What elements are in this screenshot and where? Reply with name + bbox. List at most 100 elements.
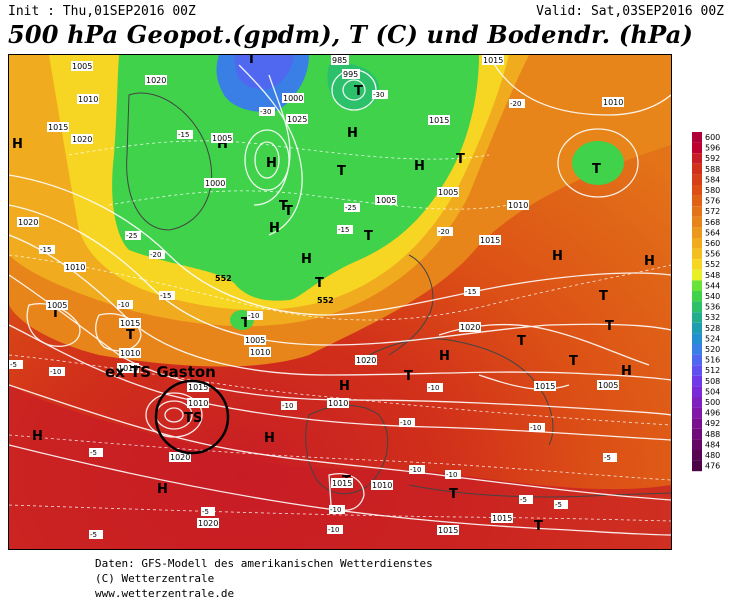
cold-pocket-north bbox=[327, 63, 380, 111]
low-marker: T bbox=[51, 306, 60, 321]
svg-text:1015: 1015 bbox=[492, 514, 512, 523]
svg-text:985: 985 bbox=[332, 56, 347, 65]
low-marker: T bbox=[534, 519, 543, 534]
svg-text:-5: -5 bbox=[604, 454, 611, 462]
legend-value: 476 bbox=[705, 462, 720, 471]
legend-swatch bbox=[692, 259, 702, 270]
svg-text:-15: -15 bbox=[40, 246, 51, 254]
svg-text:1015: 1015 bbox=[535, 382, 555, 391]
svg-text:1010: 1010 bbox=[328, 399, 348, 408]
svg-text:1005: 1005 bbox=[376, 196, 396, 205]
cold-cutoff-east bbox=[572, 141, 624, 185]
legend-value: 504 bbox=[705, 387, 720, 396]
svg-text:-15: -15 bbox=[160, 292, 171, 300]
legend-value: 480 bbox=[705, 451, 720, 460]
svg-text:1005: 1005 bbox=[212, 134, 232, 143]
svg-text:-25: -25 bbox=[126, 232, 137, 240]
legend-value: 484 bbox=[705, 440, 720, 449]
svg-text:552: 552 bbox=[317, 296, 334, 305]
legend-swatch bbox=[692, 386, 702, 397]
geopotential-labels: 552 552 bbox=[215, 274, 334, 305]
svg-text:-30: -30 bbox=[373, 91, 384, 99]
legend-swatch bbox=[692, 227, 702, 238]
svg-text:-15: -15 bbox=[338, 226, 349, 234]
legend-swatch bbox=[692, 354, 702, 366]
svg-text:-15: -15 bbox=[465, 288, 476, 296]
svg-text:-5: -5 bbox=[202, 508, 209, 516]
high-marker: H bbox=[12, 137, 23, 152]
legend-value: 572 bbox=[705, 207, 720, 216]
legend-swatch bbox=[692, 365, 702, 376]
legend-value: 596 bbox=[705, 144, 720, 153]
svg-text:-20: -20 bbox=[150, 251, 161, 259]
legend-value: 532 bbox=[705, 313, 720, 322]
svg-text:-5: -5 bbox=[520, 496, 527, 504]
weather-map: H H H H H H H H H H H H H H H T T T T T … bbox=[8, 54, 672, 550]
svg-text:1020: 1020 bbox=[170, 453, 190, 462]
footer-copyright: (C) Wetterzentrale bbox=[95, 572, 215, 585]
legend-swatch bbox=[692, 460, 702, 472]
svg-text:-5: -5 bbox=[10, 361, 17, 369]
svg-text:1010: 1010 bbox=[65, 263, 85, 272]
legend-value: 488 bbox=[705, 430, 720, 439]
svg-text:1010: 1010 bbox=[188, 399, 208, 408]
svg-text:1010: 1010 bbox=[250, 348, 270, 357]
low-marker: T bbox=[404, 369, 413, 384]
high-marker: H bbox=[644, 254, 655, 269]
low-marker: T bbox=[569, 354, 578, 369]
high-marker: H bbox=[439, 349, 450, 364]
high-marker: H bbox=[414, 159, 425, 174]
storm-circle bbox=[154, 379, 230, 455]
low-marker: T bbox=[337, 164, 346, 179]
init-time: Init : Thu,01SEP2016 00Z bbox=[8, 4, 196, 19]
cold-trough bbox=[112, 55, 479, 301]
legend-swatch bbox=[692, 132, 702, 143]
europe-coast bbox=[368, 338, 554, 446]
legend-value: 560 bbox=[705, 239, 720, 248]
low-marker: T bbox=[241, 316, 250, 331]
high-marker: H bbox=[269, 221, 280, 236]
svg-text:-10: -10 bbox=[50, 368, 61, 376]
temperature-contours bbox=[9, 140, 671, 522]
legend-value: 548 bbox=[705, 271, 720, 280]
valid-time: Valid: Sat,03SEP2016 00Z bbox=[536, 4, 724, 19]
svg-text:1010: 1010 bbox=[78, 95, 98, 104]
legend-swatch bbox=[692, 142, 702, 154]
svg-text:552: 552 bbox=[215, 274, 232, 283]
svg-text:1025: 1025 bbox=[287, 115, 307, 124]
svg-text:1005: 1005 bbox=[72, 62, 92, 71]
legend-swatch bbox=[692, 397, 702, 408]
isobar-value-labels: 1005 1020 1010 1015 1000 995 985 1025 10… bbox=[17, 55, 624, 535]
iberia-outline bbox=[305, 405, 389, 495]
uk-coast bbox=[388, 254, 434, 356]
low-marker: T bbox=[279, 199, 288, 214]
weather-map-canvas: H H H H H H H H H H H H H H H T T T T T … bbox=[9, 55, 671, 549]
svg-text:-10: -10 bbox=[328, 526, 339, 534]
legend-swatch bbox=[692, 163, 702, 175]
svg-text:1015: 1015 bbox=[332, 479, 352, 488]
legend-swatch bbox=[692, 185, 702, 196]
high-marker: H bbox=[32, 429, 43, 444]
storm-gaston: ex TS Gaston TS bbox=[105, 363, 230, 455]
svg-text:1020: 1020 bbox=[460, 323, 480, 332]
svg-text:-5: -5 bbox=[555, 501, 562, 509]
svg-text:995: 995 bbox=[343, 70, 358, 79]
legend-value: 492 bbox=[705, 419, 720, 428]
legend-swatch bbox=[692, 248, 702, 260]
footer: Daten: GFS-Modell des amerikanischen Wet… bbox=[95, 556, 433, 601]
high-marker: H bbox=[347, 126, 358, 141]
svg-text:-10: -10 bbox=[118, 301, 129, 309]
high-marker: H bbox=[621, 364, 632, 379]
high-marker: H bbox=[301, 252, 312, 267]
svg-text:1010: 1010 bbox=[372, 481, 392, 490]
color-legend: 600 596 592 588 584 580 576 572 568 564 560 556 552 5… bbox=[690, 128, 732, 488]
map-title: 500 hPa Geopot.(gpdm), T (C) und Bodendr… bbox=[8, 20, 694, 49]
legend-swatch bbox=[692, 301, 702, 313]
legend-swatch bbox=[692, 238, 702, 249]
legend-swatch bbox=[692, 195, 702, 207]
svg-text:-20: -20 bbox=[510, 100, 521, 108]
legend-swatch bbox=[692, 312, 702, 323]
low-marker: T bbox=[364, 229, 373, 244]
low-marker: T bbox=[592, 162, 601, 177]
svg-text:-10: -10 bbox=[410, 466, 421, 474]
